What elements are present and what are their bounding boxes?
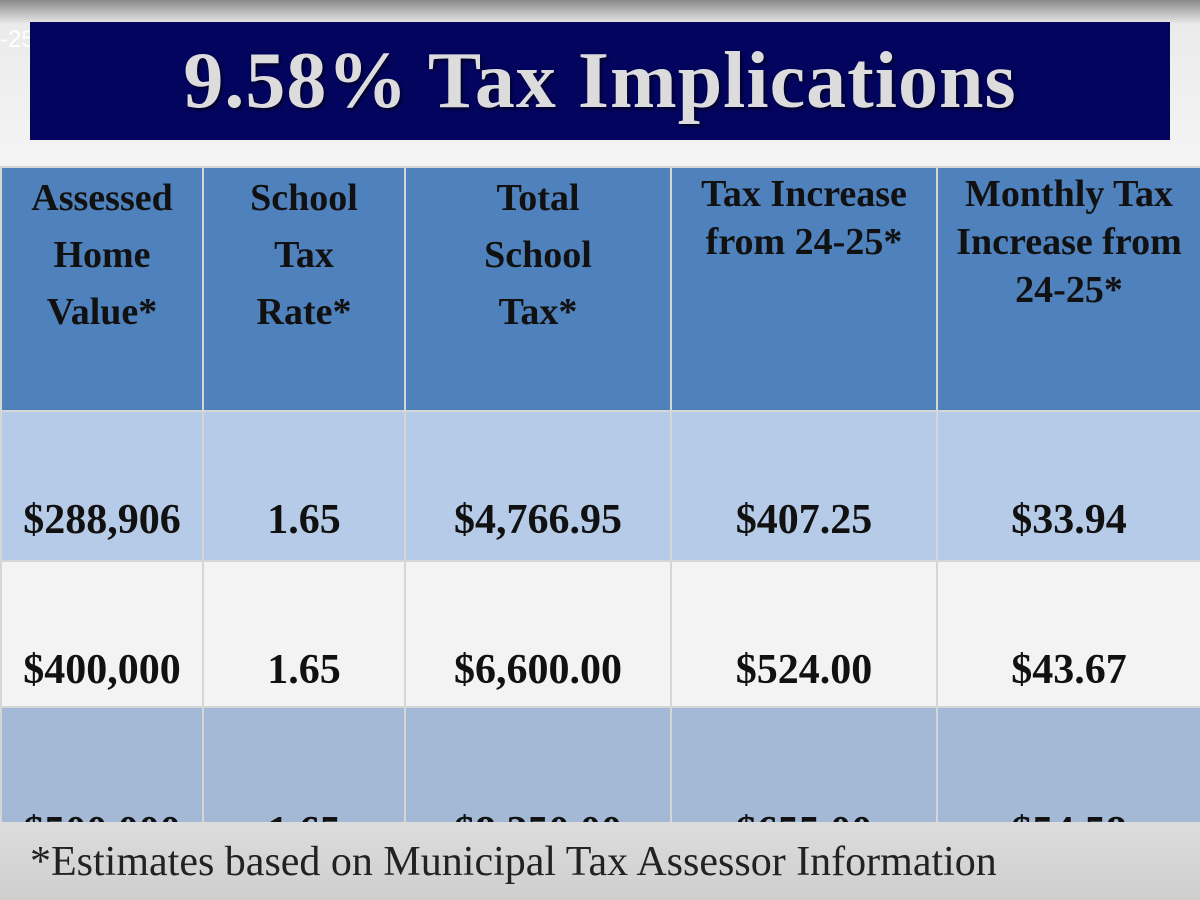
title-banner: 9.58% Tax Implications	[30, 22, 1170, 140]
footnote-bar: *Estimates based on Municipal Tax Assess…	[0, 822, 1200, 900]
cell-tax-rate: 1.65	[202, 410, 406, 562]
table-row: $400,000 1.65 $6,600.00 $524.00 $43.67	[0, 560, 1200, 708]
corner-overlay-text: -25	[0, 26, 35, 53]
header-monthly-tax-increase: Monthly Tax Increase from 24-25*	[936, 166, 1200, 412]
cell-total-school-tax: $4,766.95	[404, 410, 672, 562]
cell-assessed-value: $400,000	[0, 560, 204, 708]
cell-tax-rate: 1.65	[202, 560, 406, 708]
cell-monthly-increase: $33.94	[936, 410, 1200, 562]
tax-table: Assessed Home Value* School Tax Rate* To…	[0, 166, 1200, 868]
cell-tax-increase: $407.25	[670, 410, 938, 562]
cell-monthly-increase: $43.67	[936, 560, 1200, 708]
footnote-text: *Estimates based on Municipal Tax Assess…	[30, 839, 997, 885]
table-row: $288,906 1.65 $4,766.95 $407.25 $33.94	[0, 410, 1200, 562]
slide-title: 9.58% Tax Implications	[183, 36, 1017, 125]
video-top-shadow	[0, 0, 1200, 24]
cell-assessed-value: $288,906	[0, 410, 204, 562]
header-total-school-tax: Total School Tax*	[404, 166, 672, 412]
table-header-row: Assessed Home Value* School Tax Rate* To…	[0, 166, 1200, 412]
cell-tax-increase: $524.00	[670, 560, 938, 708]
header-school-tax-rate: School Tax Rate*	[202, 166, 406, 412]
cell-total-school-tax: $6,600.00	[404, 560, 672, 708]
header-tax-increase: Tax Increase from 24-25*	[670, 166, 938, 412]
header-assessed-home-value: Assessed Home Value*	[0, 166, 204, 412]
